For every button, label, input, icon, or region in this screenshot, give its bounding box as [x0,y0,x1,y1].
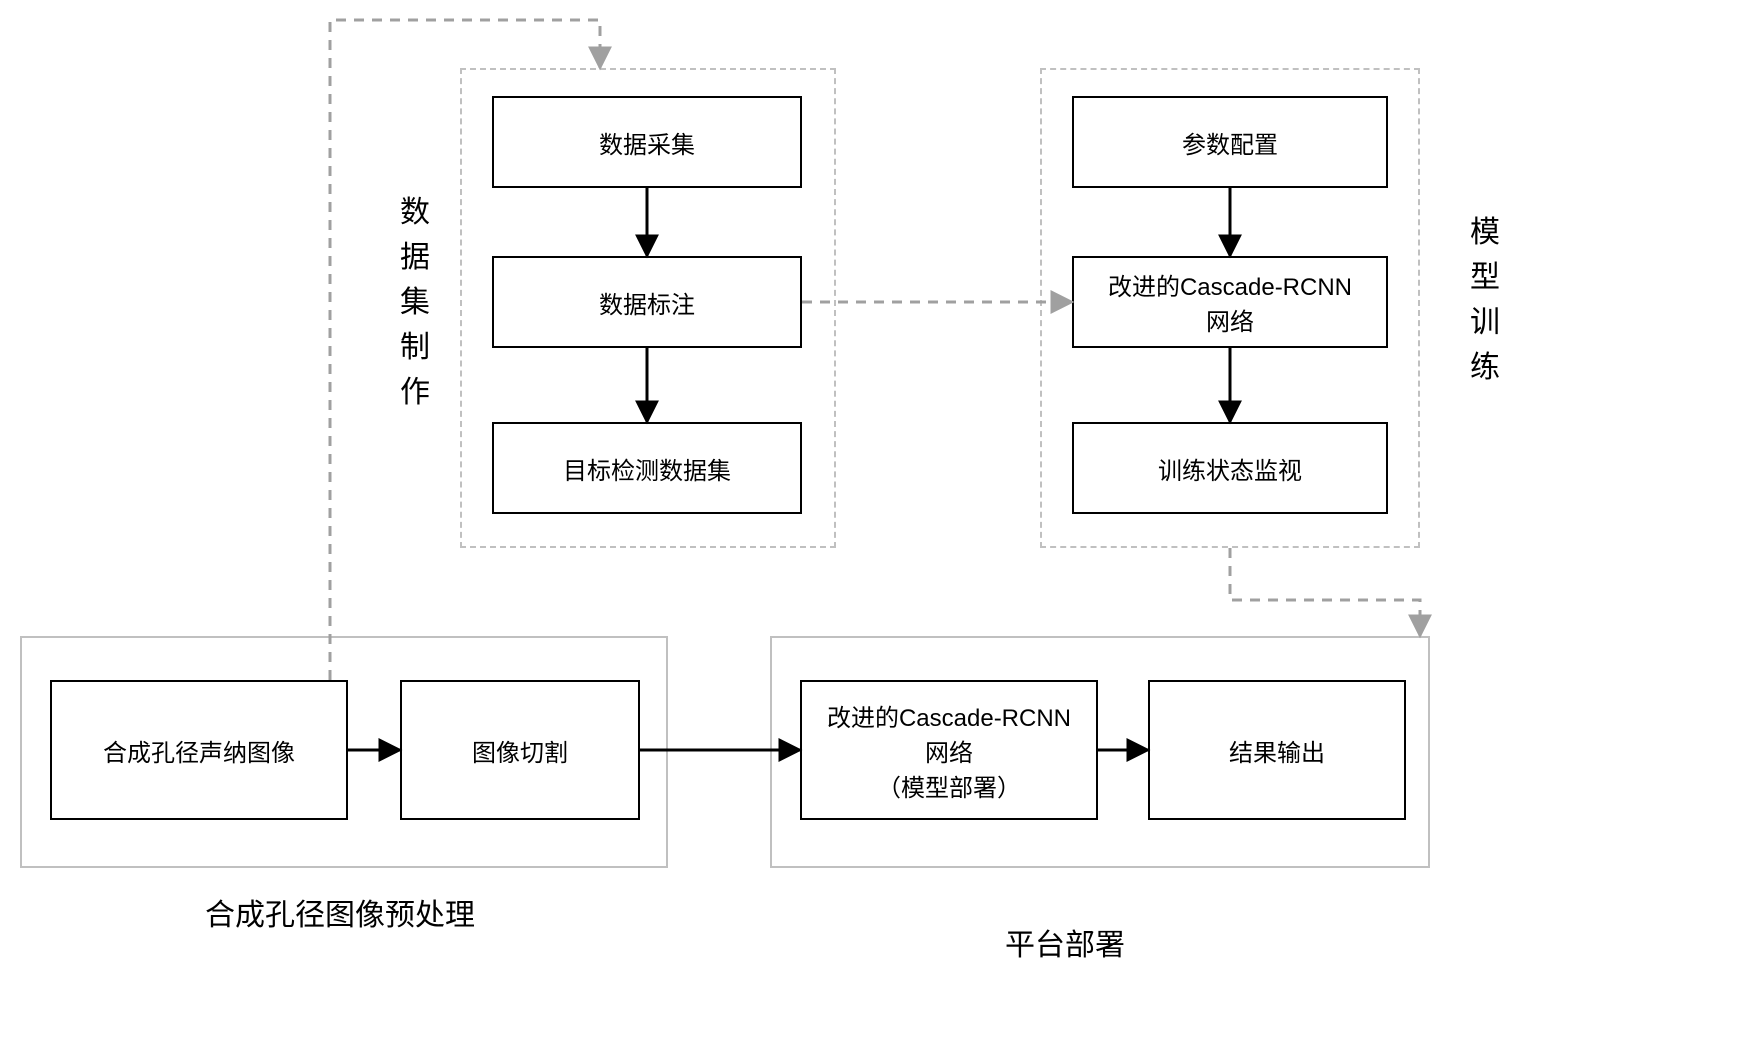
node-train-monitor: 训练状态监视 [1072,422,1388,514]
node-sonar-image: 合成孔径声纳图像 [50,680,348,820]
node-label: 改进的Cascade-RCNN网络 [1108,267,1352,337]
node-cascade-train: 改进的Cascade-RCNN网络 [1072,256,1388,348]
label-dataset: 数据集制作 [400,190,430,415]
node-data-annotate: 数据标注 [492,256,802,348]
node-label: 目标检测数据集 [563,451,731,486]
node-label: 图像切割 [472,733,568,768]
node-label: 改进的Cascade-RCNN网络（模型部署） [827,698,1071,803]
node-image-cut: 图像切割 [400,680,640,820]
node-param-config: 参数配置 [1072,96,1388,188]
node-label: 参数配置 [1182,125,1278,160]
node-label: 数据采集 [599,125,695,160]
node-label: 数据标注 [599,285,695,320]
flowchart-diagram: 数据采集 数据标注 目标检测数据集 参数配置 改进的Cascade-RCNN网络… [0,0,1753,1050]
node-label: 结果输出 [1229,733,1325,768]
node-data-collect: 数据采集 [492,96,802,188]
label-deploy: 平台部署 [1005,920,1125,964]
node-cascade-deploy: 改进的Cascade-RCNN网络（模型部署） [800,680,1098,820]
node-detect-dataset: 目标检测数据集 [492,422,802,514]
node-label: 训练状态监视 [1158,451,1302,486]
node-label: 合成孔径声纳图像 [103,733,295,768]
node-result-output: 结果输出 [1148,680,1406,820]
label-preprocess: 合成孔径图像预处理 [205,890,475,934]
label-training: 模型训练 [1470,210,1500,390]
